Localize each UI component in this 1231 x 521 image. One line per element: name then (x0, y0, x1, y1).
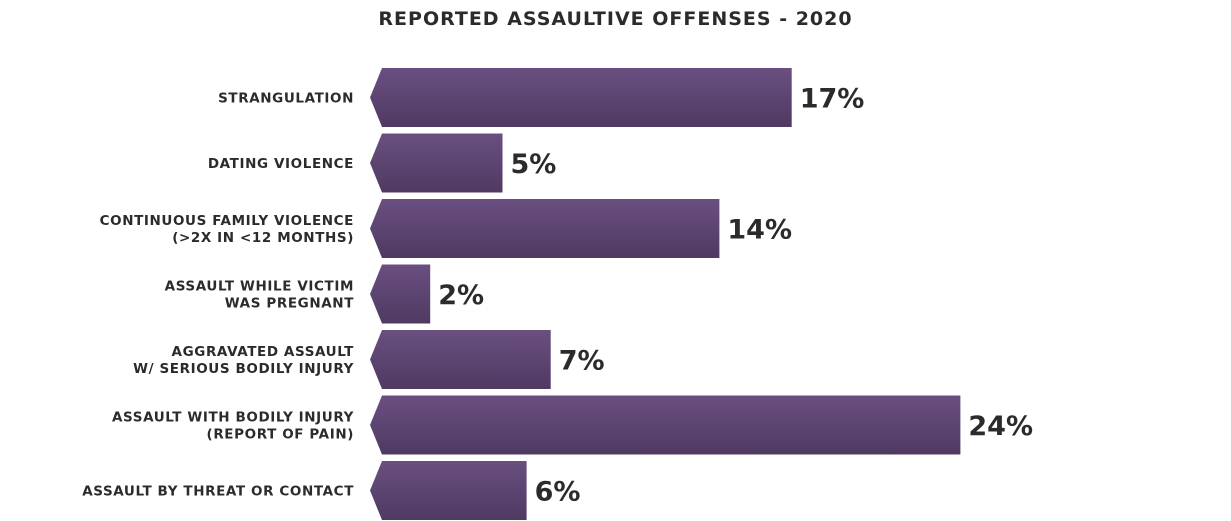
category-label: W/ SERIOUS BODILY INJURY (133, 361, 354, 377)
bar (370, 68, 792, 127)
bar (370, 330, 551, 389)
value-label: 7% (559, 346, 605, 377)
bar (370, 133, 503, 193)
category-label: DATING VIOLENCE (208, 156, 354, 172)
category-label: ASSAULT WHILE VICTIM (165, 279, 354, 295)
chart-title: REPORTED ASSAULTIVE OFFENSES - 2020 (378, 8, 853, 30)
value-label: 17% (800, 84, 865, 115)
category-label: (REPORT OF PAIN) (207, 427, 354, 443)
category-label: CONTINUOUS FAMILY VIOLENCE (100, 213, 354, 229)
category-label: ASSAULT BY THREAT OR CONTACT (82, 484, 354, 500)
category-label: AGGRAVATED ASSAULT (172, 344, 355, 360)
bar (370, 395, 961, 455)
value-label: 2% (438, 280, 484, 311)
category-label: WAS PREGNANT (225, 296, 354, 312)
value-label: 24% (968, 411, 1033, 442)
category-label: (>2X IN <12 MONTHS) (172, 230, 354, 246)
value-label: 6% (535, 477, 581, 508)
bar (370, 199, 720, 258)
value-label: 5% (511, 149, 557, 180)
bar (370, 264, 431, 324)
value-label: 14% (727, 215, 792, 246)
category-label: STRANGULATION (218, 91, 354, 107)
category-label: ASSAULT WITH BODILY INJURY (112, 410, 354, 426)
bar (370, 461, 527, 520)
bars-group: 17% STRANGULATION 5% DATING VIOLENCE 14% CONT… (82, 68, 1033, 520)
